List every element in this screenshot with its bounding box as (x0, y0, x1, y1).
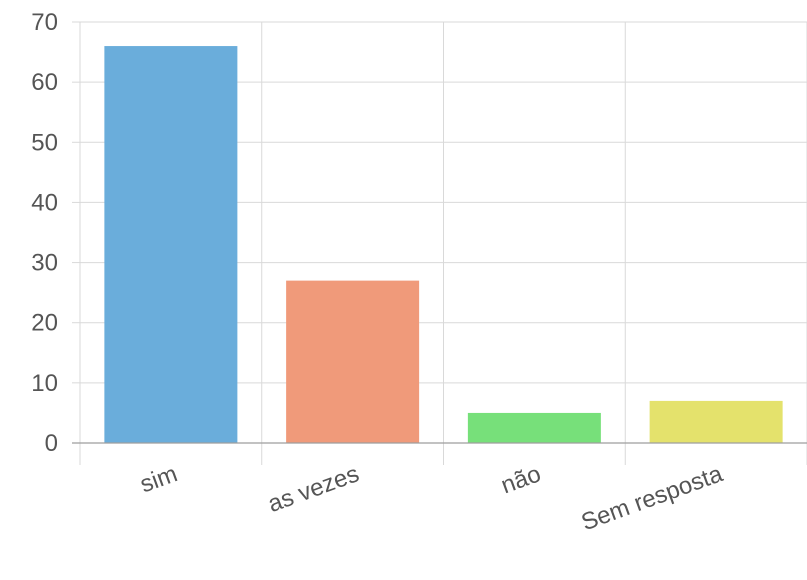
y-tick-label-40: 40 (31, 189, 58, 216)
bar-não (467, 412, 601, 443)
bar-sim (104, 46, 238, 444)
bars (104, 46, 783, 444)
bar-sem-resposta (649, 400, 783, 443)
y-tick-label-30: 30 (31, 250, 58, 277)
x-tick-label-sem-resposta: Sem resposta (578, 460, 727, 536)
y-tick-label-20: 20 (31, 310, 58, 337)
y-tick-label-0: 0 (45, 430, 58, 457)
y-tick-label-10: 10 (31, 370, 58, 397)
y-tick-label-60: 60 (31, 69, 58, 96)
bar-as-vezes (286, 280, 420, 443)
y-axis-tick-labels: 0 10 20 30 40 50 60 70 (31, 9, 58, 457)
x-tick-label-as-vezes: as vezes (264, 460, 362, 518)
y-tick-label-50: 50 (31, 129, 58, 156)
x-tick-label-sim: sim (137, 460, 181, 498)
y-tick-label-70: 70 (31, 9, 58, 36)
x-axis-tick-labels: sim as vezes não Sem resposta (137, 460, 727, 536)
x-tick-label-não: não (498, 460, 545, 499)
axes (72, 22, 807, 465)
